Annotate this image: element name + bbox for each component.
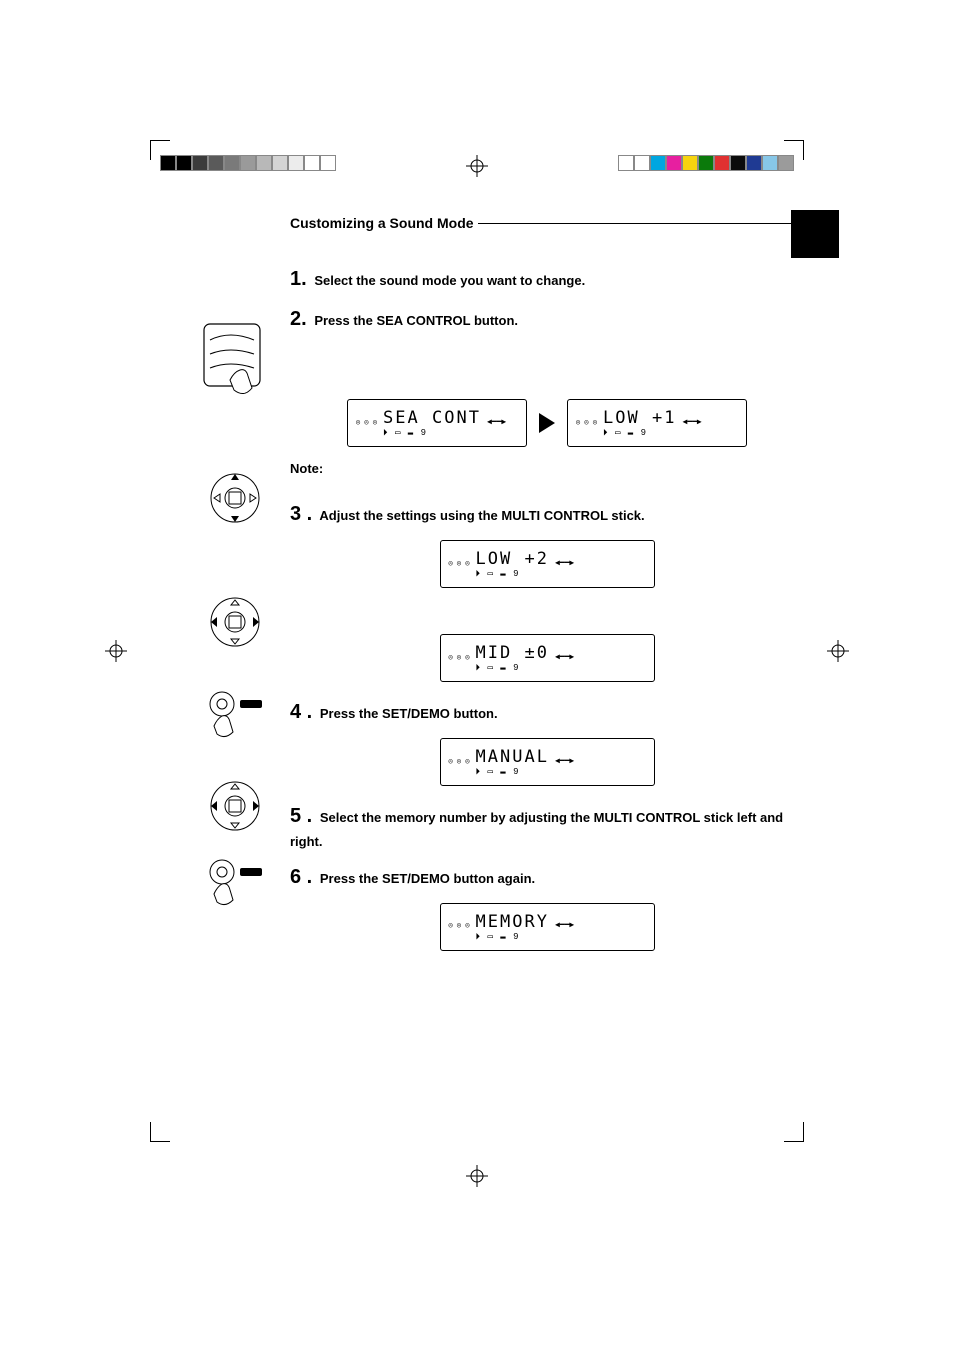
lcd-meter-icon: ◀━━▶ <box>555 560 574 569</box>
lcd-text: MANUAL <box>476 747 549 767</box>
lcd-subline: ⏵ ▭ ▬ 9 <box>383 428 427 438</box>
multicontrol-leftright-illustration <box>200 592 270 652</box>
section-title-text: Customizing a Sound Mode <box>290 215 474 231</box>
lcd-row-manual: ◎ ◎ ◎ MANUAL ⏵ ▭ ▬ 9 ◀━━▶ <box>290 738 804 786</box>
lcd-text: SEA CONT <box>383 408 481 428</box>
lcd-subline: ⏵ ▭ ▬ 9 <box>603 428 647 438</box>
step-1: 1. Select the sound mode you want to cha… <box>290 263 804 295</box>
lcd-status-icons: ◎ ◎ ◎ <box>356 420 377 427</box>
registration-mark-icon <box>466 155 488 177</box>
lcd-text: MID ±0 <box>476 643 549 663</box>
step-5: 5 . Select the memory number by adjustin… <box>290 800 804 853</box>
lcd-status-icons: ◎ ◎ ◎ <box>449 561 470 568</box>
lcd-text: LOW +2 <box>476 549 549 569</box>
registration-mark-icon <box>466 1165 488 1187</box>
lcd-row-memory: ◎ ◎ ◎ MEMORY ⏵ ▭ ▬ 9 ◀━━▶ <box>290 903 804 951</box>
lcd-row-mid0: ◎ ◎ ◎ MID ±0 ⏵ ▭ ▬ 9 ◀━━▶ <box>290 634 804 682</box>
lcd-subline: ⏵ ▭ ▬ 9 <box>476 663 520 673</box>
lcd-row-low2: ◎ ◎ ◎ LOW +2 ⏵ ▭ ▬ 9 ◀━━▶ <box>290 540 804 588</box>
lcd-meter-icon: ◀━━▶ <box>487 419 506 428</box>
lcd-subline: ⏵ ▭ ▬ 9 <box>476 932 520 942</box>
lcd-display: ◎ ◎ ◎ MEMORY ⏵ ▭ ▬ 9 ◀━━▶ <box>440 903 655 951</box>
button-press-illustration <box>200 320 270 400</box>
setdemo-press-illustration <box>200 686 270 742</box>
step-number: 1. <box>290 268 307 290</box>
lcd-status-icons: ◎ ◎ ◎ <box>449 923 470 930</box>
lcd-row-seacont: ◎ ◎ ◎ SEA CONT ⏵ ▭ ▬ 9 ◀━━▶ ◎ ◎ ◎ LOW +1… <box>290 399 804 447</box>
lcd-subline: ⏵ ▭ ▬ 9 <box>476 569 520 579</box>
step-number: 2. <box>290 308 307 330</box>
lcd-status-icons: ◎ ◎ ◎ <box>449 655 470 662</box>
step-number: 3 . <box>290 503 312 525</box>
lcd-display: ◎ ◎ ◎ SEA CONT ⏵ ▭ ▬ 9 ◀━━▶ <box>347 399 527 447</box>
lcd-meter-icon: ◀━━▶ <box>555 654 574 663</box>
note-label: Note: <box>290 461 804 476</box>
lcd-meter-icon: ◀━━▶ <box>555 922 574 931</box>
step-number: 5 . <box>290 805 312 827</box>
lcd-text: MEMORY <box>476 912 549 932</box>
step-3: 3 . Adjust the settings using the MULTI … <box>290 498 804 530</box>
lcd-display: ◎ ◎ ◎ LOW +2 ⏵ ▭ ▬ 9 ◀━━▶ <box>440 540 655 588</box>
step-number: 6 . <box>290 866 312 888</box>
lcd-display: ◎ ◎ ◎ MID ±0 ⏵ ▭ ▬ 9 ◀━━▶ <box>440 634 655 682</box>
lcd-subline: ⏵ ▭ ▬ 9 <box>476 767 520 777</box>
multicontrol-leftright-illustration <box>200 776 270 836</box>
lcd-meter-icon: ◀━━▶ <box>682 419 701 428</box>
registration-mark-icon <box>105 640 127 662</box>
lcd-display: ◎ ◎ ◎ LOW +1 ⏵ ▭ ▬ 9 ◀━━▶ <box>567 399 747 447</box>
step-text: Press the SET/DEMO button again. <box>320 871 535 886</box>
colorbar-left <box>160 155 336 171</box>
multicontrol-updown-illustration <box>200 468 270 528</box>
step-text: Select the memory number by adjusting th… <box>290 810 783 849</box>
lcd-status-icons: ◎ ◎ ◎ <box>576 420 597 427</box>
lcd-meter-icon: ◀━━▶ <box>555 758 574 767</box>
registration-mark-icon <box>827 640 849 662</box>
step-text: Adjust the settings using the MULTI CONT… <box>319 508 644 523</box>
step-text: Press the SET/DEMO button. <box>320 706 498 721</box>
step-2: 2. Press the SEA CONTROL button. <box>290 303 804 335</box>
arrow-right-icon <box>539 413 555 433</box>
section-title-rule <box>478 223 804 224</box>
step-number: 4 . <box>290 701 312 723</box>
section-title: Customizing a Sound Mode <box>290 215 804 231</box>
crop-mark <box>150 1122 170 1142</box>
lcd-display: ◎ ◎ ◎ MANUAL ⏵ ▭ ▬ 9 ◀━━▶ <box>440 738 655 786</box>
lcd-status-icons: ◎ ◎ ◎ <box>449 759 470 766</box>
crop-mark <box>784 1122 804 1142</box>
step-6: 6 . Press the SET/DEMO button again. <box>290 861 804 893</box>
setdemo-press-illustration <box>200 854 270 910</box>
step-text: Select the sound mode you want to change… <box>314 273 585 288</box>
step-4: 4 . Press the SET/DEMO button. <box>290 696 804 728</box>
lcd-text: LOW +1 <box>603 408 676 428</box>
step-text: Press the SEA CONTROL button. <box>314 313 518 328</box>
colorbar-right <box>618 155 794 171</box>
